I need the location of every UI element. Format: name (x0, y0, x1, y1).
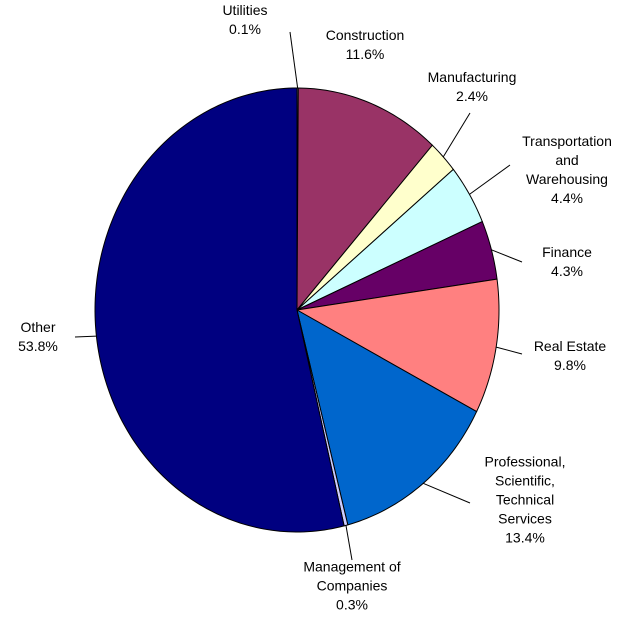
value-label: 0.3% (336, 596, 368, 613)
slice-label: Manufacturing 2.4% (412, 68, 532, 106)
value-label: 0.1% (229, 21, 261, 37)
value-label: 53.8% (18, 338, 58, 354)
category-label: Construction (325, 27, 405, 43)
leader-line (496, 346, 523, 355)
value-label: 2.4% (456, 88, 488, 104)
category-label: Transportation and Warehousing (522, 133, 612, 187)
value-label: 13.4% (505, 529, 545, 546)
slice-label: Transportation and Warehousing 4.4% (515, 132, 620, 208)
slice-label: Professional, Scientific, Technical Serv… (470, 453, 580, 548)
category-label: Other (20, 319, 56, 335)
value-label: 9.8% (554, 357, 586, 373)
slice-label: Other 53.8% (3, 318, 73, 356)
leader-line (491, 249, 523, 263)
category-label: Finance (542, 244, 592, 260)
slice-label: Construction 11.6% (310, 26, 420, 64)
leader-line (74, 335, 97, 338)
category-label: Utilities (222, 2, 268, 18)
category-label: Real Estate (533, 338, 607, 354)
slice-label: Management of Companies 0.3% (282, 558, 422, 615)
leader-line (345, 525, 353, 561)
leader-line (442, 112, 471, 158)
slice-label: Utilities 0.1% (205, 1, 285, 39)
slice-label: Finance 4.3% (527, 243, 607, 281)
slice-label: Real Estate 9.8% (520, 337, 620, 375)
pie-slice (296, 309, 478, 526)
value-label: 11.6% (345, 46, 385, 62)
leader-line (422, 482, 471, 504)
pie-slice (295, 278, 500, 413)
category-label: Professional, Scientific, Technical Serv… (484, 453, 566, 527)
value-label: 4.3% (551, 263, 583, 279)
value-label: 4.4% (551, 190, 583, 206)
category-label: Management of Companies (303, 558, 401, 594)
category-label: Manufacturing (427, 69, 517, 85)
pie-slice (296, 144, 455, 311)
pie-slice (296, 87, 434, 312)
pie-slice (296, 220, 498, 311)
pie-slice (94, 87, 345, 533)
leader-line (289, 31, 299, 89)
leader-line (469, 164, 511, 195)
